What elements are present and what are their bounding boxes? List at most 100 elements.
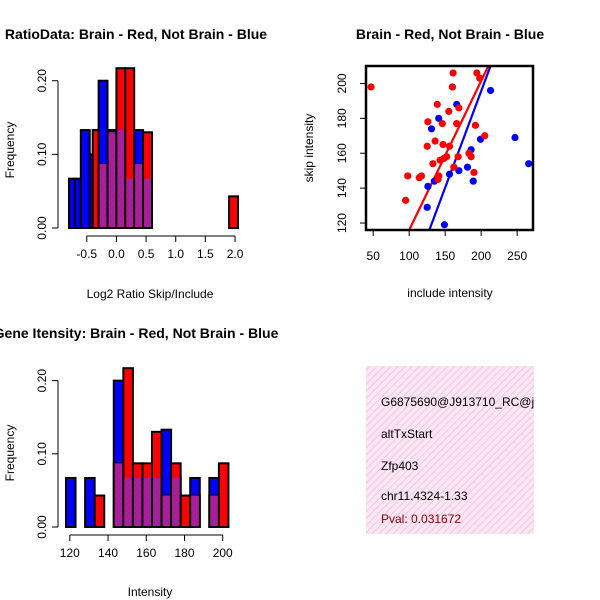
ratio-chart-title: RatioData: Brain - Red, Not Brain - Blue — [5, 26, 267, 42]
info-location: chr11.4324-1.33 — [381, 489, 468, 503]
histogram-bar-red — [228, 195, 240, 230]
histogram-bar-red — [179, 494, 192, 529]
y-tick-label: 200 — [335, 73, 349, 93]
histogram-bar-red — [217, 462, 230, 528]
ratio-y-label: Frequency — [3, 122, 17, 179]
scatter-point-red — [429, 160, 437, 168]
scatter-point-red — [453, 119, 461, 128]
scatter-point-red — [439, 140, 447, 149]
scatter-y-label: skip intensity — [302, 114, 316, 183]
ratio-histogram-panel: RatioData: Brain - Red, Not Brain - Blue… — [3, 26, 267, 301]
scatter-point-blue — [445, 170, 454, 178]
info-background — [366, 366, 534, 534]
scatter-point-red — [450, 163, 458, 171]
y-tick-label: 0.10 — [35, 142, 49, 166]
blue-fit-line — [428, 65, 492, 231]
intensity-histogram-panel: Gene Itensity: Brain - Red, Not Brain - … — [0, 325, 279, 599]
scatter-point-red — [367, 83, 375, 91]
x-tick-label: -0.5 — [76, 247, 97, 261]
scatter-point-red — [454, 153, 462, 161]
scatter-point-red — [445, 142, 454, 150]
histogram-bar-overlap — [143, 477, 151, 526]
y-tick-label: 0.20 — [35, 369, 49, 393]
scatter-point-blue — [427, 125, 436, 133]
y-tick-label: 180 — [335, 108, 349, 128]
y-tick-label: 140 — [335, 178, 349, 198]
histogram-bar-red — [124, 67, 136, 229]
x-tick-label: 1.0 — [167, 247, 184, 261]
scatter-points — [367, 69, 533, 229]
scatter-point-red — [423, 142, 431, 150]
histogram-bar-red — [93, 494, 106, 529]
intensity-chart-title: Gene Itensity: Brain - Red, Not Brain - … — [0, 325, 279, 341]
x-tick-label: 150 — [435, 249, 455, 263]
histogram-bar-overlap — [124, 477, 132, 526]
histogram-bar-overlap — [133, 477, 142, 526]
x-tick-label: 120 — [60, 546, 80, 560]
intensity-x-label: Intensity — [128, 585, 173, 599]
histogram-bar-overlap — [162, 495, 171, 526]
histogram-bar-overlap — [191, 495, 199, 526]
scatter-point-blue — [455, 167, 463, 175]
x-tick-label: 50 — [367, 249, 381, 263]
scatter-point-red — [471, 121, 480, 129]
scatter-point-red — [481, 132, 489, 140]
scatter-point-blue — [424, 182, 432, 190]
info-event-type: altTxStart — [381, 427, 433, 441]
histogram-bar-overlap — [108, 132, 116, 227]
intensity-y-label: Frequency — [3, 425, 17, 482]
histogram-bar-red — [122, 367, 134, 529]
scatter-point-red — [438, 119, 446, 128]
x-tick-label: 140 — [98, 546, 118, 560]
scatter-point-blue — [440, 221, 449, 229]
y-tick-label: 0.00 — [35, 216, 49, 240]
histogram-bar-overlap — [153, 477, 161, 526]
info-panel: G6875690@J913710_RC@j_at altTxStart Zfp4… — [366, 366, 551, 534]
histogram-bar-blue — [84, 476, 96, 528]
scatter-point-red — [467, 153, 475, 161]
histogram-bar-overlap — [117, 130, 125, 227]
x-tick-label: 200 — [213, 546, 233, 560]
x-tick-label: 180 — [174, 546, 194, 560]
histogram-bar-overlap — [144, 178, 151, 227]
y-tick-label: 120 — [335, 213, 349, 233]
scatter-point-red — [449, 69, 457, 77]
scatter-point-red — [417, 172, 426, 180]
histogram-bar-overlap — [135, 163, 143, 227]
scatter-point-red — [448, 83, 456, 91]
x-tick-label: 200 — [471, 249, 491, 263]
scatter-point-red — [424, 118, 432, 126]
scatter-point-red — [443, 153, 451, 161]
y-tick-label: 0.10 — [35, 442, 49, 466]
histogram-bar-blue — [79, 129, 91, 229]
histogram-bar-overlap — [126, 178, 134, 227]
x-tick-label: 2.0 — [227, 247, 244, 261]
y-tick-label: 0.20 — [35, 69, 49, 93]
x-tick-label: 0.0 — [108, 247, 125, 261]
ratio-bars — [67, 67, 240, 230]
x-tick-label: 100 — [399, 249, 419, 263]
scatter-point-blue — [511, 133, 519, 142]
y-tick-label: 0.00 — [35, 515, 49, 539]
scatter-point-red — [431, 137, 439, 145]
scatter-point-blue — [486, 86, 495, 95]
info-probe-id: G6875690@J913710_RC@j_at — [381, 395, 551, 409]
scatter-point-blue — [435, 114, 443, 122]
scatter-point-blue — [423, 203, 431, 211]
scatter-chart-title: Brain - Red, Not Brain - Blue — [356, 26, 544, 42]
intensity-axes: 120 140 160 180 200 0.00 0.10 0.20 — [35, 369, 233, 560]
histogram-bar-overlap — [99, 163, 107, 227]
scatter-point-blue — [463, 163, 472, 171]
scatter-point-red — [401, 196, 410, 204]
scatter-point-red — [470, 168, 478, 177]
info-pval: Pval: 0.031672 — [381, 512, 461, 526]
scatter-point-red — [435, 172, 443, 180]
scatter-point-red — [455, 104, 463, 112]
intensity-bars — [65, 367, 230, 529]
scatter-x-label: include intensity — [407, 286, 492, 300]
histogram-bar-overlap — [210, 495, 218, 526]
scatter-point-red — [433, 100, 441, 108]
x-tick-label: 1.5 — [197, 247, 214, 261]
scatter-axes: 50 100 150 200 250 120 140 160 180 200 — [335, 73, 527, 263]
